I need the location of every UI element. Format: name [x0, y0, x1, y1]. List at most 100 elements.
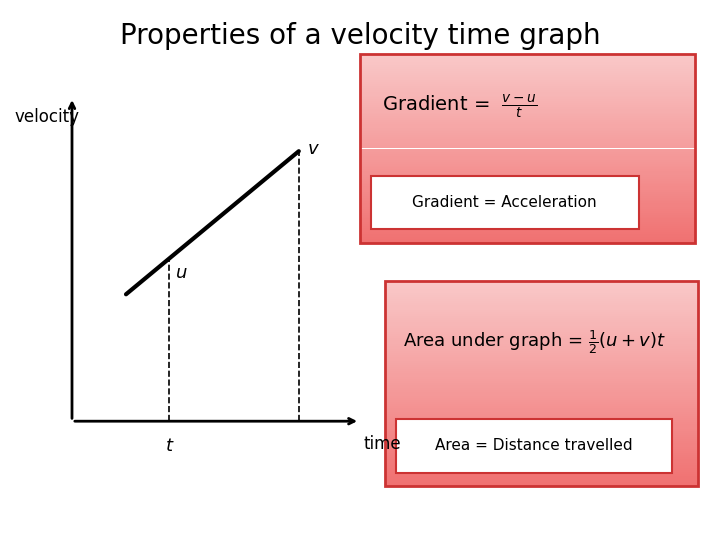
Bar: [385, 309, 698, 312]
Bar: [385, 345, 698, 347]
Bar: [385, 437, 698, 439]
Bar: [360, 97, 695, 99]
Bar: [360, 65, 695, 68]
Bar: [385, 474, 698, 476]
Bar: [360, 79, 695, 80]
Bar: [360, 232, 695, 233]
Bar: [360, 109, 695, 111]
Bar: [385, 439, 698, 441]
Bar: [360, 111, 695, 113]
Bar: [385, 408, 698, 410]
Bar: [360, 107, 695, 109]
Bar: [360, 180, 695, 183]
Bar: [360, 67, 695, 69]
Bar: [360, 77, 695, 78]
Bar: [385, 410, 698, 412]
Bar: [360, 58, 695, 60]
Bar: [385, 306, 698, 307]
Bar: [360, 103, 695, 105]
Bar: [360, 137, 695, 139]
Bar: [385, 342, 698, 345]
Bar: [360, 235, 695, 238]
Bar: [385, 318, 698, 320]
Bar: [385, 381, 698, 383]
Bar: [385, 293, 698, 295]
Bar: [360, 224, 695, 226]
Text: Gradient =  $\frac{v-u}{t}$: Gradient = $\frac{v-u}{t}$: [382, 93, 537, 121]
Bar: [360, 96, 695, 97]
Bar: [360, 213, 695, 214]
Bar: [360, 203, 695, 205]
Bar: [385, 328, 698, 330]
Bar: [360, 151, 695, 152]
Bar: [385, 476, 698, 478]
Bar: [360, 222, 695, 224]
Bar: [360, 60, 695, 62]
Bar: [360, 200, 695, 201]
Bar: [385, 460, 698, 461]
Bar: [360, 114, 695, 117]
Bar: [360, 220, 695, 222]
Bar: [360, 84, 695, 86]
Bar: [360, 146, 695, 148]
Bar: [360, 120, 695, 122]
Bar: [385, 471, 698, 474]
Bar: [385, 468, 698, 470]
Bar: [385, 347, 698, 348]
Bar: [385, 322, 698, 324]
Bar: [360, 118, 695, 120]
Bar: [360, 218, 695, 220]
Bar: [360, 183, 695, 184]
Bar: [360, 190, 695, 192]
Bar: [385, 447, 698, 449]
Bar: [385, 377, 698, 379]
Bar: [360, 214, 695, 217]
Bar: [360, 71, 695, 73]
Bar: [360, 62, 695, 63]
FancyBboxPatch shape: [396, 418, 672, 472]
Bar: [385, 371, 698, 373]
Bar: [360, 90, 695, 92]
Bar: [360, 230, 695, 232]
Bar: [385, 400, 698, 402]
Bar: [385, 295, 698, 297]
Bar: [385, 340, 698, 342]
Bar: [385, 429, 698, 430]
Bar: [360, 185, 695, 186]
Text: velocity: velocity: [14, 108, 79, 126]
Bar: [385, 482, 698, 484]
Bar: [385, 299, 698, 301]
Bar: [385, 336, 698, 338]
Bar: [385, 361, 698, 363]
Bar: [385, 398, 698, 400]
Bar: [385, 406, 698, 408]
Bar: [360, 179, 695, 180]
Bar: [360, 82, 695, 84]
Bar: [385, 478, 698, 480]
Bar: [360, 102, 695, 103]
Bar: [385, 289, 698, 291]
Bar: [385, 465, 698, 468]
Bar: [385, 291, 698, 293]
Bar: [385, 404, 698, 406]
Bar: [385, 394, 698, 396]
Bar: [360, 207, 695, 209]
Bar: [360, 217, 695, 218]
Bar: [360, 175, 695, 177]
Bar: [360, 73, 695, 75]
Bar: [385, 441, 698, 443]
Bar: [385, 283, 698, 285]
Bar: [360, 94, 695, 96]
Bar: [360, 169, 695, 171]
Bar: [385, 301, 698, 303]
Bar: [360, 148, 695, 150]
Bar: [385, 334, 698, 336]
Bar: [360, 177, 695, 179]
Bar: [385, 402, 698, 404]
Bar: [385, 386, 698, 388]
Bar: [360, 54, 695, 56]
Bar: [385, 350, 698, 353]
Bar: [360, 154, 695, 156]
Bar: [360, 238, 695, 239]
Bar: [385, 330, 698, 332]
